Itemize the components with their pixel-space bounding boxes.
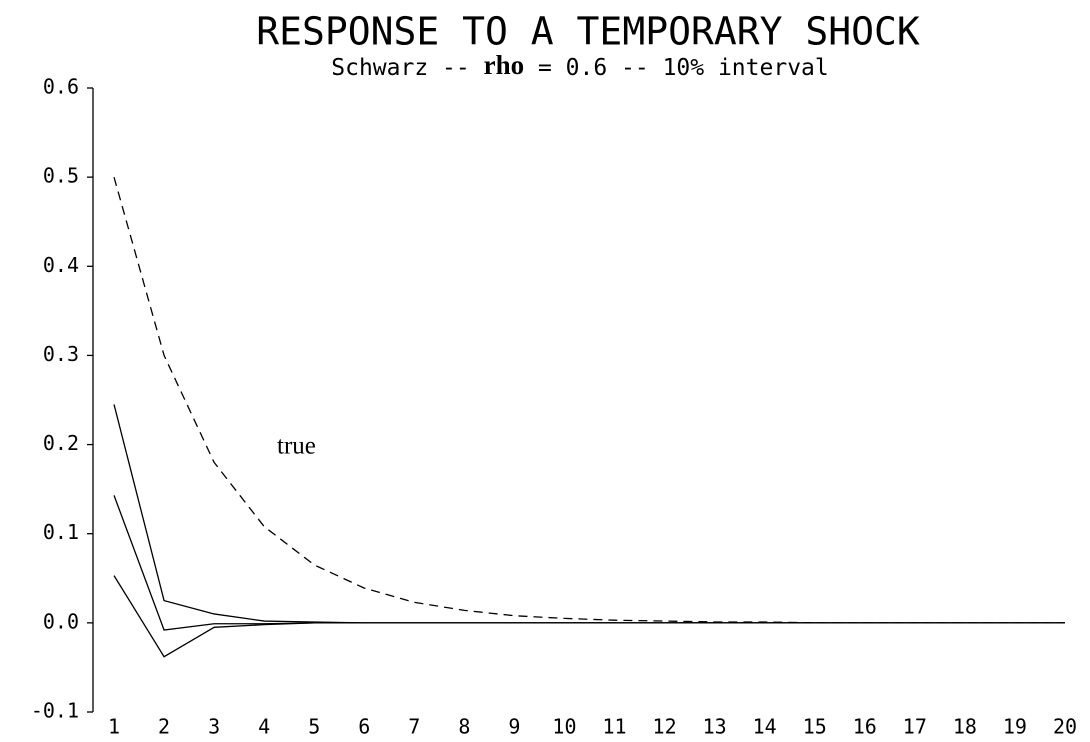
x-tick-label: 19 [1003, 715, 1027, 739]
y-tick-label: -0.1 [31, 699, 79, 723]
x-tick-label: 20 [1053, 715, 1077, 739]
y-tick-label: 0.2 [43, 431, 79, 455]
x-tick-label: 7 [408, 715, 420, 739]
subtitle-part: = 0.6 -- 10% interval [524, 55, 829, 81]
x-tick-label: 10 [552, 715, 576, 739]
series-line [113, 404, 1065, 624]
x-tick-label: 12 [653, 715, 677, 739]
y-tick-label: 0.0 [43, 609, 79, 633]
x-tick-label: 1 [108, 715, 120, 739]
subtitle-part: Schwarz -- [331, 55, 483, 81]
series-line [113, 575, 1065, 658]
y-tick-label: 0.3 [43, 342, 79, 366]
x-tick-label: 9 [508, 715, 520, 739]
x-tick-label: 16 [853, 715, 877, 739]
x-tick-label: 14 [753, 715, 777, 739]
x-tick-label: 6 [358, 715, 370, 739]
chart-subtitle: Schwarz -- rho = 0.6 -- 10% interval [331, 50, 828, 80]
x-tick-label: 8 [458, 715, 470, 739]
y-tick-label: 0.1 [43, 520, 79, 544]
series-line [113, 176, 1065, 624]
x-tick-label: 5 [308, 715, 320, 739]
annotation: true [277, 433, 316, 460]
y-tick-label: 0.6 [43, 75, 79, 99]
x-tick-label: 17 [903, 715, 927, 739]
x-tick-label: 15 [803, 715, 827, 739]
x-tick-label: 4 [258, 715, 270, 739]
subtitle-part: rho [484, 50, 525, 80]
x-tick-label: 3 [208, 715, 220, 739]
x-tick-label: 2 [158, 715, 170, 739]
x-tick-label: 18 [953, 715, 977, 739]
x-tick-label: 11 [602, 715, 626, 739]
x-tick-label: 13 [703, 715, 727, 739]
chart-title: RESPONSE TO A TEMPORARY SHOCK [256, 10, 920, 54]
y-tick-label: 0.5 [43, 164, 79, 188]
y-tick-label: 0.4 [43, 253, 79, 277]
series-line [113, 495, 1065, 631]
